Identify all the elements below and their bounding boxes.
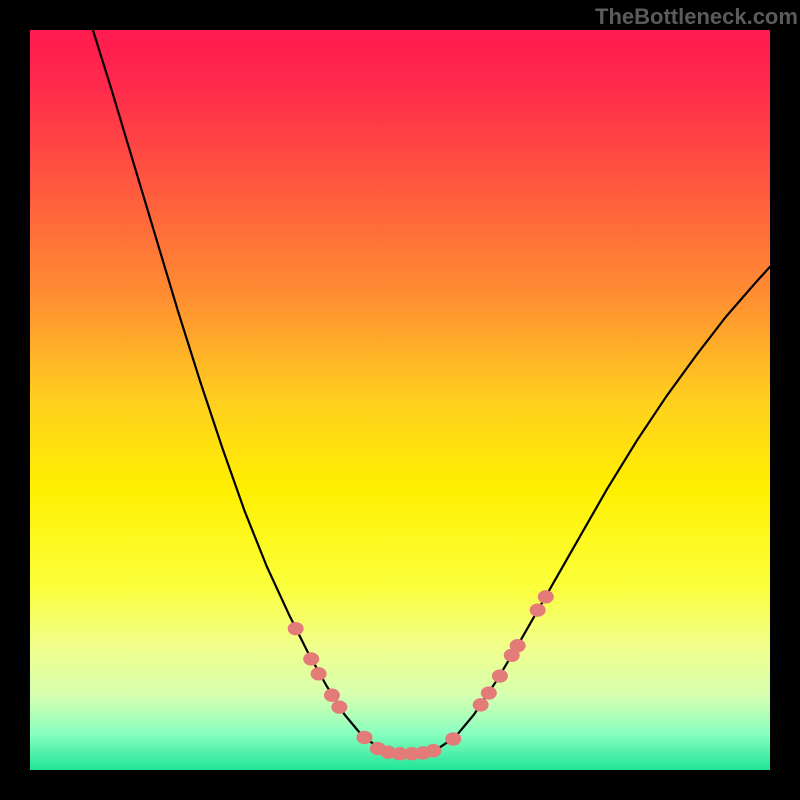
data-marker (304, 653, 319, 665)
data-marker (510, 639, 525, 651)
data-marker (538, 591, 553, 603)
data-marker (332, 701, 347, 713)
data-marker (311, 668, 326, 680)
data-marker (288, 622, 303, 634)
data-marker (492, 670, 507, 682)
source-watermark: TheBottleneck.com (595, 4, 798, 30)
bottleneck-curve-chart (30, 30, 770, 770)
data-marker (324, 689, 339, 701)
data-marker (357, 731, 372, 743)
data-marker (473, 699, 488, 711)
data-marker (426, 745, 441, 757)
data-marker (481, 687, 496, 699)
chart-stage: TheBottleneck.com (0, 0, 800, 800)
data-marker (446, 733, 461, 745)
gradient-background (30, 30, 770, 770)
data-marker (530, 604, 545, 616)
